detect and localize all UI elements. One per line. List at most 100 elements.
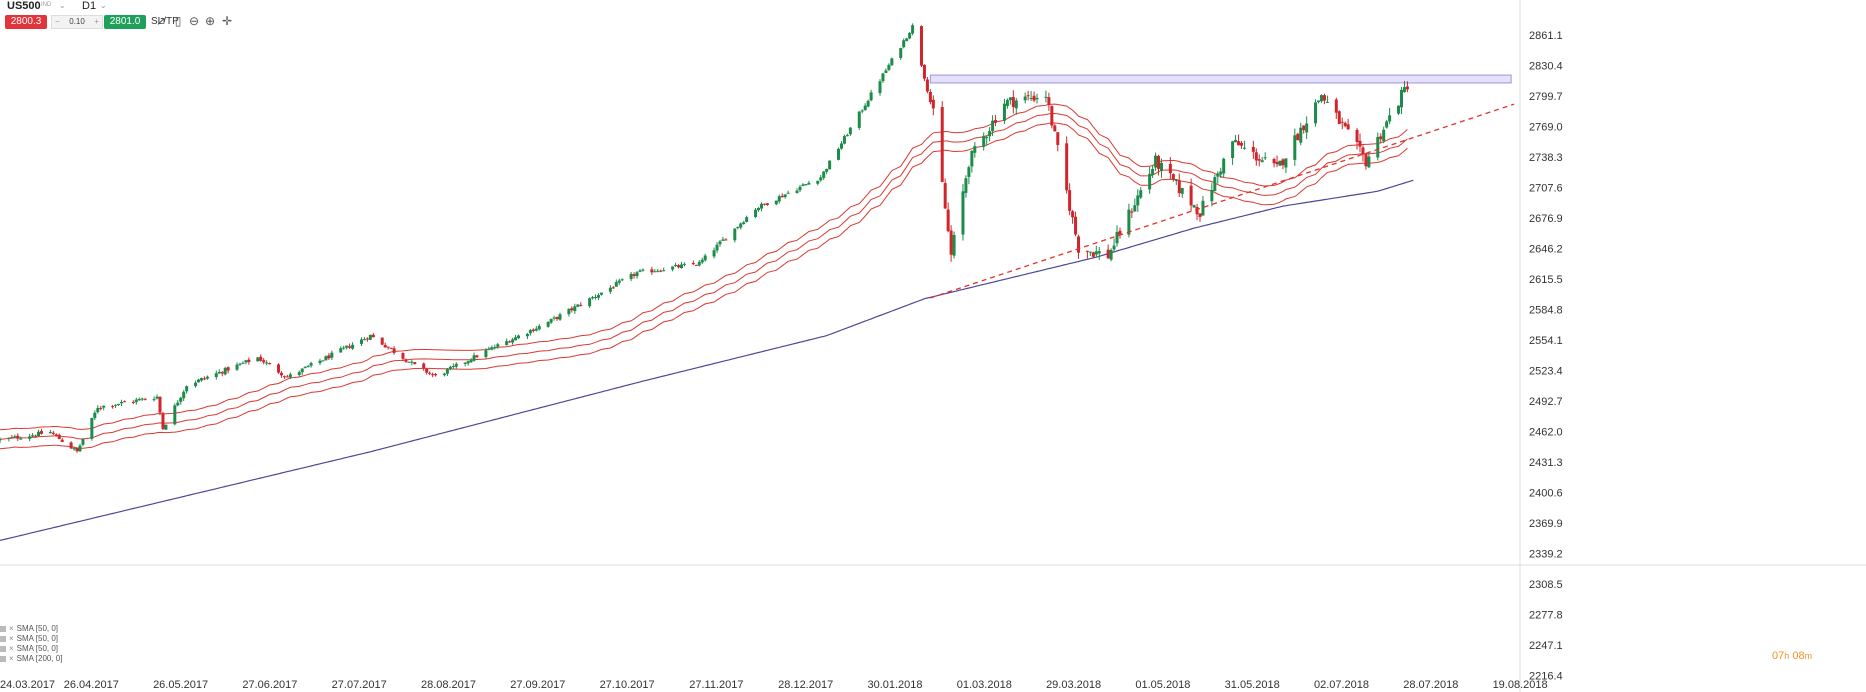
- candle: [1239, 140, 1243, 149]
- candle-body: [1319, 95, 1323, 102]
- zoom-out-icon[interactable]: ⊖: [188, 14, 200, 28]
- candle: [496, 342, 500, 349]
- candle: [505, 338, 509, 346]
- candle: [0, 437, 2, 444]
- crosshair-icon[interactable]: ✛: [221, 14, 233, 28]
- settings-icon[interactable]: [0, 655, 6, 662]
- sltp-button[interactable]: SL/TP: [151, 16, 179, 27]
- candle-body: [241, 362, 245, 364]
- candle: [300, 368, 304, 376]
- volume-stepper[interactable]: − 0.10 +: [51, 15, 103, 29]
- plus-icon[interactable]: +: [94, 17, 99, 26]
- candle-body: [1231, 141, 1235, 158]
- close-icon[interactable]: ×: [9, 624, 14, 633]
- candle: [442, 372, 446, 377]
- indicator-item[interactable]: × SMA [50, 0]: [0, 644, 62, 654]
- candle: [1136, 189, 1140, 212]
- candle: [99, 406, 103, 411]
- candle: [380, 337, 384, 346]
- candle: [324, 355, 328, 361]
- indicator-item[interactable]: × SMA [50, 0]: [0, 634, 62, 644]
- candle: [1281, 158, 1285, 170]
- symbol-label[interactable]: US500: [7, 0, 41, 12]
- candle-body: [51, 432, 55, 434]
- candle: [608, 285, 612, 295]
- settings-icon[interactable]: [0, 635, 6, 642]
- candle: [1210, 182, 1214, 207]
- candle-body: [226, 367, 230, 371]
- candle-body: [745, 217, 749, 222]
- candle-body: [277, 364, 281, 373]
- candle: [1097, 247, 1101, 260]
- close-icon[interactable]: ×: [9, 644, 14, 653]
- candle-body: [57, 434, 61, 440]
- indicator-label: SMA [50, 0]: [16, 644, 59, 653]
- candle: [928, 89, 932, 105]
- candle: [946, 202, 950, 233]
- volume-value[interactable]: 0.10: [69, 17, 85, 26]
- x-tick-label: 26.04.2017: [64, 679, 119, 691]
- candle: [531, 328, 535, 333]
- candle-body: [1047, 97, 1051, 106]
- candle: [392, 346, 396, 355]
- candle-body: [1275, 161, 1279, 165]
- timeframe-chevron-icon[interactable]: ⌄: [100, 1, 107, 10]
- minus-icon[interactable]: −: [55, 17, 60, 26]
- candle: [1379, 133, 1383, 144]
- candles-icon[interactable]: ▯: [174, 14, 182, 28]
- candle-body: [1139, 190, 1143, 198]
- symbol-chevron-icon[interactable]: ⌄: [59, 1, 66, 10]
- candle-body: [1222, 158, 1226, 174]
- candle-countdown: 07h 08m: [1772, 650, 1812, 662]
- candle: [117, 403, 121, 406]
- candle: [454, 362, 458, 369]
- countdown-hours: 07: [1772, 650, 1785, 662]
- candle-body: [1154, 155, 1158, 168]
- x-tick-label: 27.06.2017: [242, 679, 297, 691]
- indicator-item[interactable]: × SMA [200, 0]: [0, 654, 62, 664]
- timeframe-label[interactable]: D1: [82, 0, 97, 12]
- candle: [265, 360, 269, 366]
- candle-body: [1053, 125, 1057, 132]
- candle-body: [1379, 136, 1383, 140]
- candle-body: [152, 399, 156, 401]
- candle-body: [137, 399, 141, 401]
- candle-body: [724, 239, 728, 241]
- buy-button[interactable]: 2801.0: [104, 15, 146, 29]
- candle: [534, 326, 538, 332]
- candle: [1302, 125, 1306, 134]
- candle-body: [1192, 205, 1196, 208]
- candle: [1139, 187, 1143, 200]
- candle-body: [1115, 232, 1119, 244]
- candle-body: [351, 344, 355, 349]
- candle: [662, 267, 666, 272]
- close-icon[interactable]: ×: [9, 654, 14, 663]
- candle: [1023, 92, 1027, 104]
- candle-body: [265, 362, 269, 364]
- candle: [650, 266, 654, 275]
- line-chart-icon[interactable]: ↗: [155, 14, 167, 28]
- candle: [804, 184, 808, 186]
- candle-body: [431, 374, 435, 376]
- resistance-zone: [929, 74, 1512, 84]
- settings-icon[interactable]: [0, 625, 6, 632]
- candle: [451, 363, 455, 370]
- candle-body: [90, 417, 94, 439]
- candle: [1231, 140, 1235, 165]
- candle: [1065, 136, 1069, 194]
- candle: [1201, 196, 1205, 216]
- zoom-in-icon[interactable]: ⊕: [204, 14, 216, 28]
- indicator-item[interactable]: × SMA [50, 0]: [0, 624, 62, 634]
- candle: [715, 242, 719, 253]
- candle: [1118, 227, 1122, 239]
- sell-button[interactable]: 2800.3: [5, 15, 47, 29]
- candle: [973, 142, 977, 158]
- candle: [262, 357, 266, 365]
- candle: [111, 404, 115, 409]
- candle-body: [1405, 86, 1409, 90]
- candles-layer: [0, 23, 1409, 453]
- close-icon[interactable]: ×: [9, 634, 14, 643]
- settings-icon[interactable]: [0, 645, 6, 652]
- candle-body: [798, 186, 802, 191]
